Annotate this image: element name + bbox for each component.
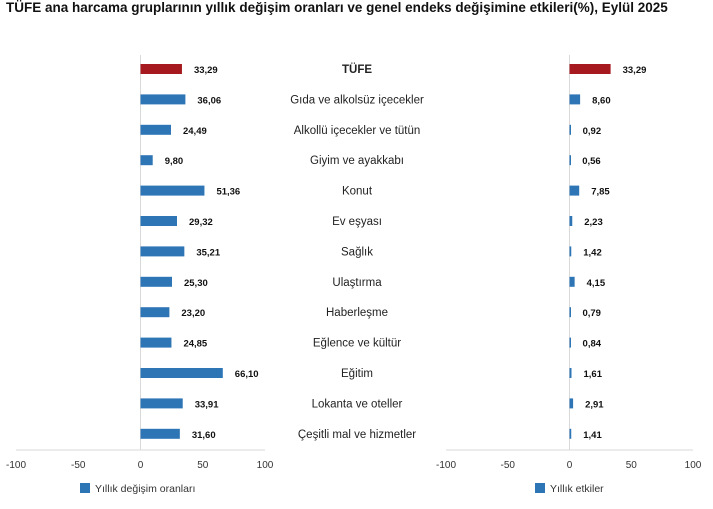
legend-swatch [535, 483, 545, 493]
x-tick-label: 50 [197, 460, 209, 471]
bar-effect [569, 185, 580, 196]
data-label: 35,21 [196, 247, 220, 258]
data-label: 0,84 [583, 339, 602, 350]
bar-rate [140, 337, 172, 348]
data-label: 0,56 [582, 156, 601, 167]
bar-effect [569, 155, 571, 166]
bar-rate [140, 307, 170, 318]
data-label: 66,10 [235, 369, 259, 380]
data-label: 9,80 [165, 156, 184, 167]
data-label: 1,41 [583, 430, 602, 441]
data-label: 33,29 [194, 65, 218, 76]
bar-rate [140, 155, 153, 166]
x-tick-label: 0 [138, 460, 144, 471]
bar-rate [140, 246, 185, 257]
data-label: 2,91 [585, 399, 604, 410]
bar-effect [569, 94, 581, 105]
data-label: 0,79 [582, 308, 601, 319]
data-label: 1,61 [583, 369, 602, 380]
data-label: 36,06 [197, 95, 221, 106]
category-label: Eğlence ve kültür [313, 338, 401, 350]
data-label: 7,85 [591, 187, 610, 198]
bar-effect [569, 276, 575, 287]
x-tick-label: 100 [685, 460, 702, 471]
bar-rate [140, 64, 182, 74]
x-tick-label: 100 [257, 460, 274, 471]
category-label: Alkollü içecekler ve tütün [294, 125, 421, 137]
x-tick-label: -50 [71, 460, 86, 471]
category-label: Gıda ve alkolsüz içecekler [290, 94, 424, 106]
bar-rate [140, 94, 186, 105]
data-label: 4,15 [587, 278, 606, 289]
x-tick-label: -100 [436, 460, 456, 471]
bar-rate [140, 398, 183, 409]
data-label: 23,20 [181, 308, 205, 319]
bar-rate [140, 216, 178, 226]
category-label: Haberleşme [326, 307, 388, 319]
data-label: 25,30 [184, 278, 208, 289]
bar-rate [140, 428, 180, 439]
x-tick-label: 50 [626, 460, 638, 471]
bar-rate [140, 276, 172, 287]
category-label: Lokanta ve oteller [312, 398, 403, 410]
bar-rate [140, 124, 171, 135]
x-tick-label: -50 [501, 460, 516, 471]
data-label: 2,23 [584, 217, 603, 228]
data-label: 31,60 [192, 430, 216, 441]
bar-effect [569, 428, 572, 439]
bar-effect [569, 124, 571, 135]
category-label: Sağlık [341, 246, 373, 258]
category-label: Ev eşyası [332, 216, 382, 228]
bar-effect [569, 64, 611, 74]
chart-title: TÜFE ana harcama gruplarının yıllık deği… [6, 0, 668, 15]
data-label: 8,60 [592, 95, 611, 106]
bar-effect [569, 307, 571, 318]
category-label: Konut [342, 186, 373, 198]
category-label: Eğitim [341, 368, 373, 380]
bar-effect [569, 337, 571, 348]
data-label: 33,29 [623, 65, 647, 76]
category-label: Çeşitli mal ve hizmetler [298, 429, 416, 441]
data-label: 29,32 [189, 217, 213, 228]
bar-effect [569, 216, 573, 226]
legend-swatch [80, 483, 90, 493]
x-tick-label: -100 [6, 460, 26, 471]
category-label: Ulaştırma [332, 277, 382, 289]
data-label: 33,91 [195, 399, 219, 410]
bar-rate [140, 185, 205, 196]
data-label: 1,42 [583, 247, 602, 258]
data-label: 51,36 [216, 187, 240, 198]
bar-rate [140, 368, 223, 378]
x-tick-label: 0 [567, 460, 573, 471]
legend-label: Yıllık etkiler [550, 483, 604, 495]
data-label: 0,92 [583, 126, 602, 137]
bar-effect [569, 246, 572, 257]
legend-label: Yıllık değişim oranları [95, 483, 195, 495]
data-label: 24,85 [183, 339, 207, 350]
category-label: Giyim ve ayakkabı [310, 155, 404, 167]
category-label: TÜFE [342, 63, 372, 76]
data-label: 24,49 [183, 126, 207, 137]
bar-effect [569, 368, 572, 378]
bar-effect [569, 398, 574, 409]
